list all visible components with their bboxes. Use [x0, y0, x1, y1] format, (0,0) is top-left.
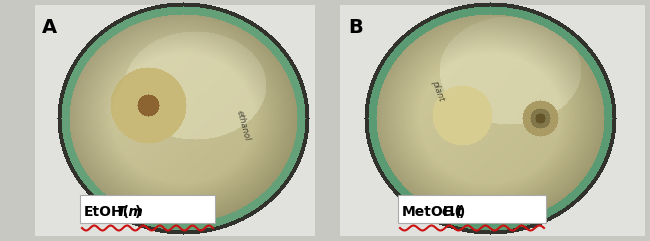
Text: C.t: C.t	[441, 205, 463, 219]
Text: EtOH(: EtOH(	[84, 205, 130, 219]
Text: MetOH(: MetOH(	[402, 205, 462, 219]
Text: ethanol: ethanol	[235, 109, 252, 142]
FancyBboxPatch shape	[80, 195, 215, 223]
Text: ): )	[135, 205, 141, 219]
Text: A: A	[42, 18, 57, 37]
FancyBboxPatch shape	[398, 195, 546, 223]
Text: plant: plant	[430, 79, 446, 102]
Text: ): )	[459, 205, 465, 219]
Text: T.m: T.m	[116, 205, 144, 219]
Text: B: B	[348, 18, 363, 37]
